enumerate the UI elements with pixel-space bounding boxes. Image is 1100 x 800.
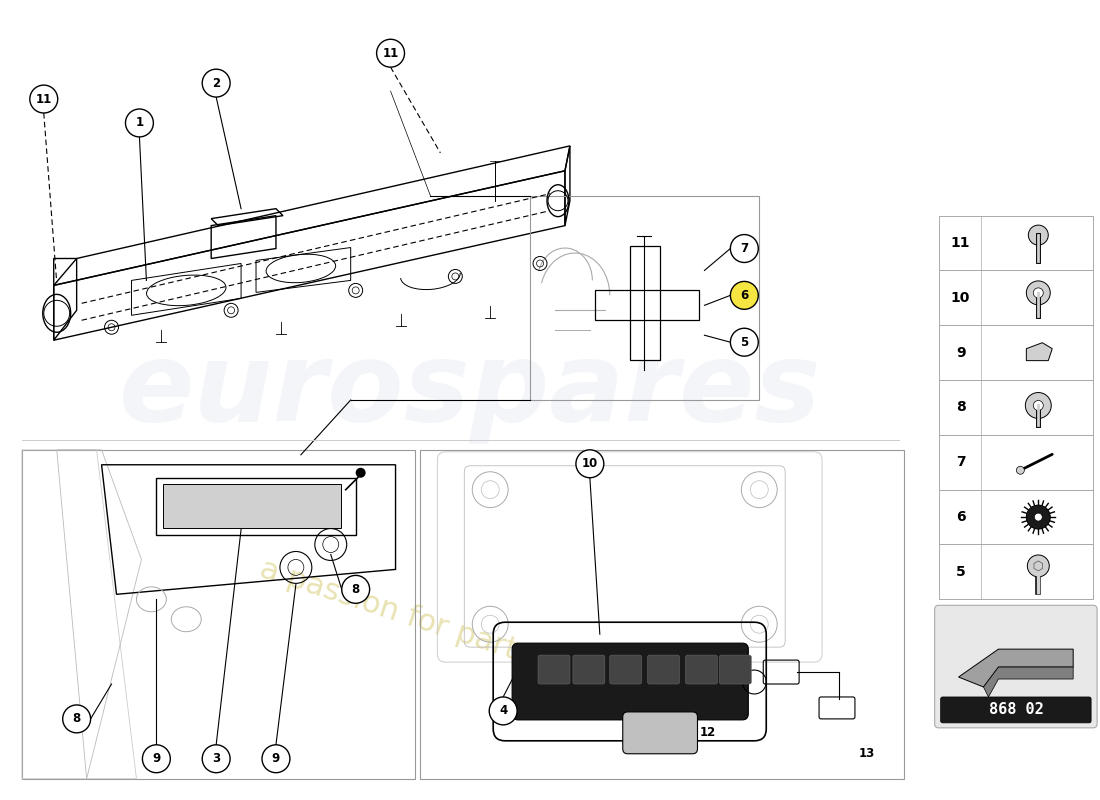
Circle shape (490, 697, 517, 725)
Text: 11: 11 (35, 93, 52, 106)
Text: 1: 1 (135, 117, 143, 130)
Text: 12: 12 (700, 726, 716, 739)
Circle shape (125, 109, 153, 137)
Circle shape (576, 450, 604, 478)
Circle shape (730, 234, 758, 262)
Text: 10: 10 (950, 291, 970, 305)
Text: 4: 4 (499, 705, 507, 718)
Circle shape (1026, 505, 1050, 529)
Text: eurospares: eurospares (119, 337, 822, 443)
Text: 10: 10 (582, 458, 598, 470)
Text: 6: 6 (956, 510, 966, 524)
Circle shape (342, 575, 370, 603)
Text: 6: 6 (740, 289, 748, 302)
Circle shape (1026, 281, 1050, 305)
FancyBboxPatch shape (573, 655, 605, 684)
Circle shape (376, 39, 405, 67)
Circle shape (262, 745, 290, 773)
FancyBboxPatch shape (513, 643, 748, 720)
Circle shape (730, 328, 758, 356)
Text: 9: 9 (272, 752, 280, 766)
Text: 8: 8 (956, 401, 966, 414)
Text: 8: 8 (73, 712, 80, 726)
Circle shape (202, 69, 230, 97)
Circle shape (202, 745, 230, 773)
FancyBboxPatch shape (623, 712, 697, 754)
Circle shape (1027, 555, 1049, 577)
Text: 11: 11 (950, 236, 970, 250)
Text: 7: 7 (740, 242, 748, 255)
Text: 2: 2 (212, 77, 220, 90)
Polygon shape (1026, 342, 1053, 361)
Text: 9: 9 (152, 752, 161, 766)
Circle shape (1033, 401, 1043, 410)
Text: 13: 13 (859, 747, 876, 760)
Text: 5: 5 (740, 336, 748, 349)
Text: a passion for parts since 1985: a passion for parts since 1985 (256, 554, 704, 724)
Text: 3: 3 (212, 752, 220, 766)
Circle shape (1016, 466, 1024, 474)
Circle shape (1025, 393, 1052, 418)
Polygon shape (958, 649, 1074, 687)
FancyBboxPatch shape (935, 606, 1097, 728)
FancyBboxPatch shape (940, 697, 1091, 723)
Text: 7: 7 (956, 455, 966, 470)
FancyBboxPatch shape (538, 655, 570, 684)
Text: 8: 8 (352, 583, 360, 596)
Polygon shape (983, 667, 1074, 697)
Circle shape (1034, 513, 1043, 521)
Text: 11: 11 (383, 46, 398, 60)
Circle shape (355, 468, 365, 478)
Circle shape (730, 282, 758, 310)
FancyBboxPatch shape (719, 655, 751, 684)
Text: 9: 9 (956, 346, 966, 360)
Text: 868 02: 868 02 (989, 702, 1044, 718)
Circle shape (1028, 225, 1048, 245)
Circle shape (63, 705, 90, 733)
Circle shape (1033, 288, 1043, 298)
FancyBboxPatch shape (648, 655, 680, 684)
FancyBboxPatch shape (609, 655, 641, 684)
Circle shape (30, 85, 57, 113)
Text: 5: 5 (956, 565, 966, 579)
Polygon shape (163, 484, 341, 527)
Circle shape (142, 745, 170, 773)
FancyBboxPatch shape (685, 655, 717, 684)
